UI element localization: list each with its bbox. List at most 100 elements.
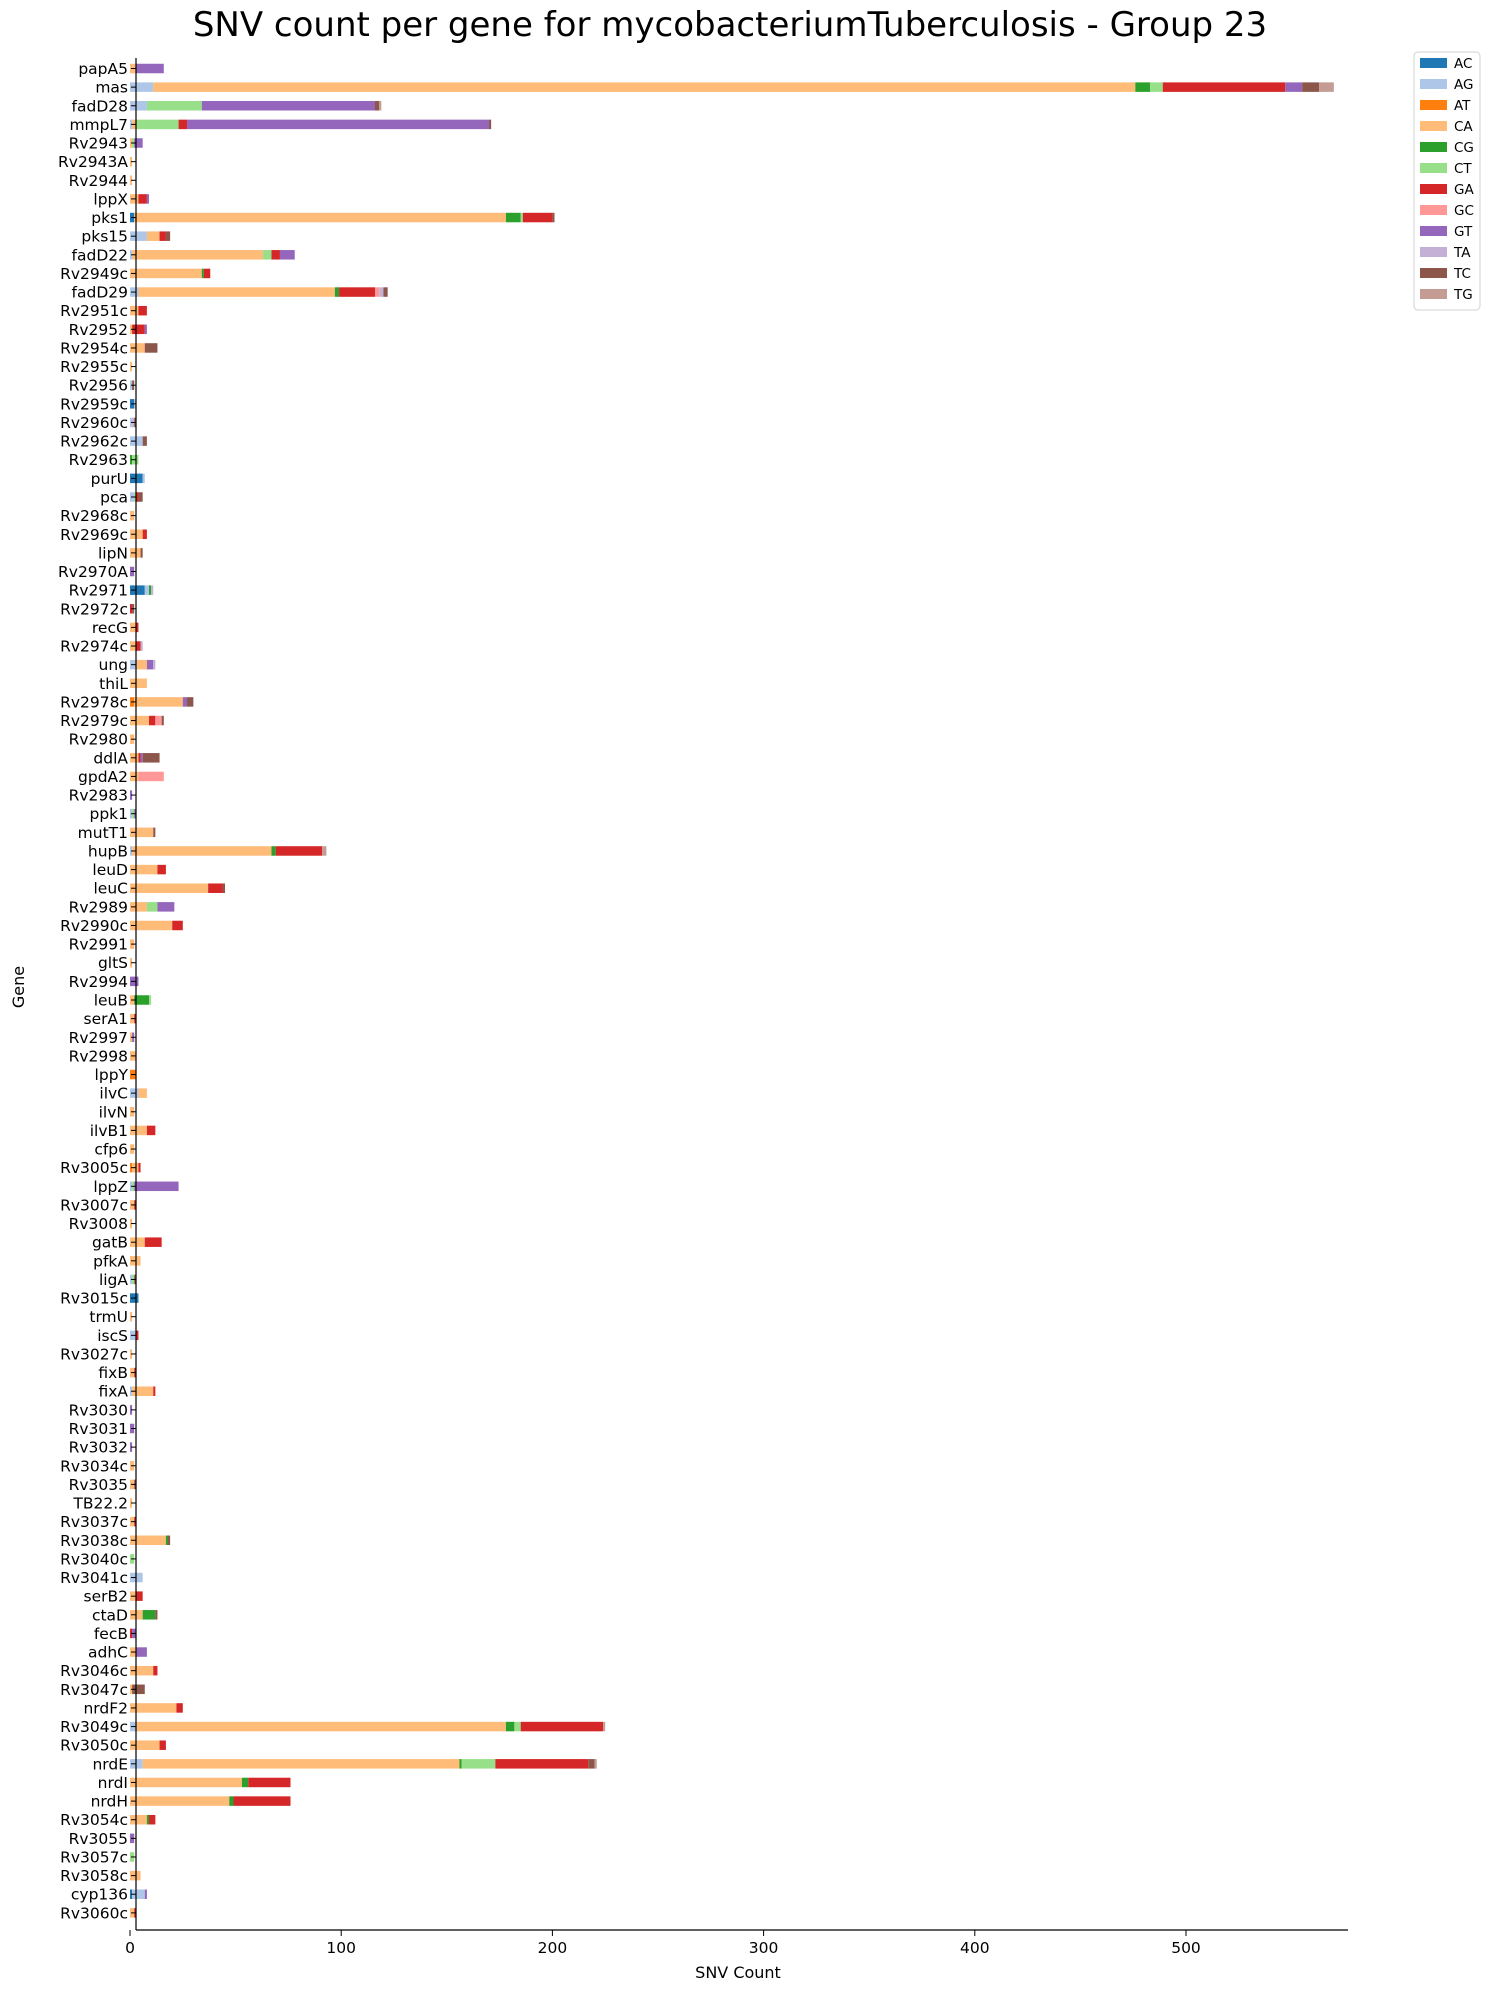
bar-segment-mmpL7-CT [136, 119, 179, 130]
bar-segment-fadD28-GT [201, 101, 375, 111]
y-tick-label-fecB: fecB [94, 1625, 128, 1643]
bar-segment-ilvC-CA [138, 1088, 147, 1098]
bar-segment-fixA-GA [153, 1386, 156, 1396]
y-tick-label-recG: recG [92, 619, 128, 637]
y-tick-label-gltS: gltS [98, 954, 128, 972]
y-tick-label-Rv3007c: Rv3007c [60, 1196, 128, 1214]
y-tick-label-Rv3057c: Rv3057c [60, 1848, 128, 1866]
bar-segment-fadD22-CA [132, 250, 264, 260]
bar-segment-nrdH-CG [229, 1796, 234, 1806]
x-tick-label-0: 0 [125, 1939, 135, 1957]
bar-segment-Rv2971-AG [144, 585, 150, 595]
bar-segment-nrdH-CA [130, 1796, 230, 1806]
bar-segment-Rv3049c-CA [136, 1721, 506, 1732]
bar-segment-mutT1-CA [130, 827, 154, 838]
bar-segment-thiL-CA [130, 678, 147, 689]
y-tick-label-ung: ung [99, 656, 129, 674]
bar-segment-gatB-CA [130, 1237, 145, 1247]
bar-segment-Rv2979c-GA [149, 715, 156, 726]
y-tick-label-trmU: trmU [89, 1308, 128, 1326]
bar-segment-lppX-GA [138, 194, 147, 204]
y-tick-label-ctaD: ctaD [92, 1606, 128, 1624]
y-tick-label-gatB: gatB [92, 1234, 128, 1252]
bar-segment-ung-CA [136, 659, 147, 670]
bar-segment-mas-GA [1162, 82, 1286, 92]
bar-segment-hupB-GA [275, 846, 323, 856]
y-tick-label-Rv2959c: Rv2959c [60, 395, 128, 413]
bar-segment-nrdF2-CA [130, 1703, 177, 1713]
y-tick-label-fixA: fixA [98, 1383, 128, 1401]
bar-segment-hupB-CG [271, 846, 276, 856]
bar-segment-adhC-GT [136, 1647, 147, 1657]
y-tick-label-leuC: leuC [94, 880, 129, 898]
y-tick-label-fadD28: fadD28 [72, 97, 128, 115]
legend-swatch-AT [1420, 100, 1447, 110]
bar-segment-Rv2989-CA [130, 902, 147, 912]
y-tick-label-Rv3037c: Rv3037c [60, 1513, 128, 1531]
bar-segment-nrdI-GA [248, 1777, 291, 1788]
bar-segment-Rv3005c-GA [138, 1162, 141, 1173]
y-tick-label-pfkA: pfkA [93, 1252, 128, 1270]
y-tick-label-nrdI: nrdI [98, 1774, 128, 1792]
bar-segment-fadD29-CA [138, 287, 335, 297]
chart-title: SNV count per gene for mycobacteriumTube… [193, 5, 1267, 45]
bar-segment-Rv2989-CT [146, 902, 158, 912]
y-tick-label-Rv3008: Rv3008 [69, 1215, 128, 1233]
y-tick-label-Rv3038c: Rv3038c [60, 1532, 128, 1550]
y-tick-label-mas: mas [95, 79, 128, 97]
bar-segment-Rv2949c-CA [130, 268, 202, 279]
bar-segment-lppZ-GT [134, 1181, 179, 1192]
bar-segment-mas-AG [130, 82, 154, 92]
bar-segment-ilvB1-CA [130, 1125, 147, 1136]
plot-area [130, 63, 1334, 1918]
y-tick-label-fixB: fixB [98, 1364, 128, 1382]
y-tick-label-ilvC: ilvC [99, 1085, 128, 1103]
bar-segment-ddlA-TC [142, 753, 160, 763]
legend-label-CA: CA [1454, 119, 1473, 135]
bar-segment-pca-GA [136, 492, 139, 502]
bar-segment-Rv2971-CG [149, 585, 152, 595]
bar-segment-Rv2974c-GA [136, 641, 141, 651]
y-tick-label-cyp136: cyp136 [71, 1886, 128, 1904]
bar-segment-ctaD-TC [155, 1610, 158, 1620]
y-tick-label-Rv3055: Rv3055 [69, 1830, 128, 1848]
y-tick-label-ilvN: ilvN [99, 1103, 128, 1121]
bar-segment-Rv2949c-GA [203, 268, 211, 279]
bar-segment-nrdE-CA [142, 1759, 460, 1769]
bar-segment-Rv2979c-TC [161, 715, 164, 726]
y-tick-label-fadD29: fadD29 [72, 284, 128, 302]
legend-swatch-CT [1420, 163, 1447, 173]
bar-segment-ddlA-GA [138, 753, 141, 763]
bar-segment-Rv3054c-CG [146, 1814, 150, 1825]
bar-segment-Rv2971-AC [130, 585, 145, 595]
y-tick-label-Rv3046c: Rv3046c [60, 1662, 128, 1680]
bar-segment-Rv2951c-GA [138, 305, 147, 316]
y-tick-label-mmpL7: mmpL7 [69, 116, 128, 134]
bar-segment-leuB-CT [149, 995, 152, 1005]
bar-segment-Rv3038c-TC [168, 1535, 171, 1546]
bar-segment-mmpL7-GA [178, 119, 188, 130]
y-tick-label-TB22.2: TB22.2 [72, 1495, 128, 1513]
y-tick-label-lipN: lipN [98, 544, 128, 562]
bar-segment-nrdI-CG [241, 1777, 249, 1788]
bar-segment-Rv3054c-CA [130, 1814, 147, 1825]
legend-frame [1413, 51, 1481, 311]
legend-swatch-CA [1420, 121, 1447, 131]
y-tick-label-Rv3050c: Rv3050c [60, 1737, 128, 1755]
y-tick-label-ligA: ligA [99, 1271, 128, 1289]
bar-segment-mas-GT [1285, 82, 1303, 92]
legend-label-GC: GC [1454, 203, 1474, 219]
y-tick-label-serB2: serB2 [84, 1588, 128, 1606]
bar-segment-pks1-GA [522, 212, 553, 223]
bar-segment-ddlA-GT [140, 753, 143, 763]
bar-segment-Rv3046c-CA [130, 1665, 154, 1676]
bar-segment-fadD22-GT [279, 250, 295, 260]
bar-segment-leuC-TC [222, 883, 226, 893]
x-tick-label-400: 400 [960, 1939, 990, 1957]
bar-segment-Rv3049c-CG [505, 1721, 515, 1732]
y-tick-label-Rv2974c: Rv2974c [60, 638, 128, 656]
bar-segment-nrdE-TC [588, 1759, 595, 1769]
bar-segment-pks15-CA [146, 231, 160, 241]
y-tick-label-Rv2969c: Rv2969c [60, 526, 128, 544]
y-tick-label-Rv2990c: Rv2990c [60, 917, 128, 935]
